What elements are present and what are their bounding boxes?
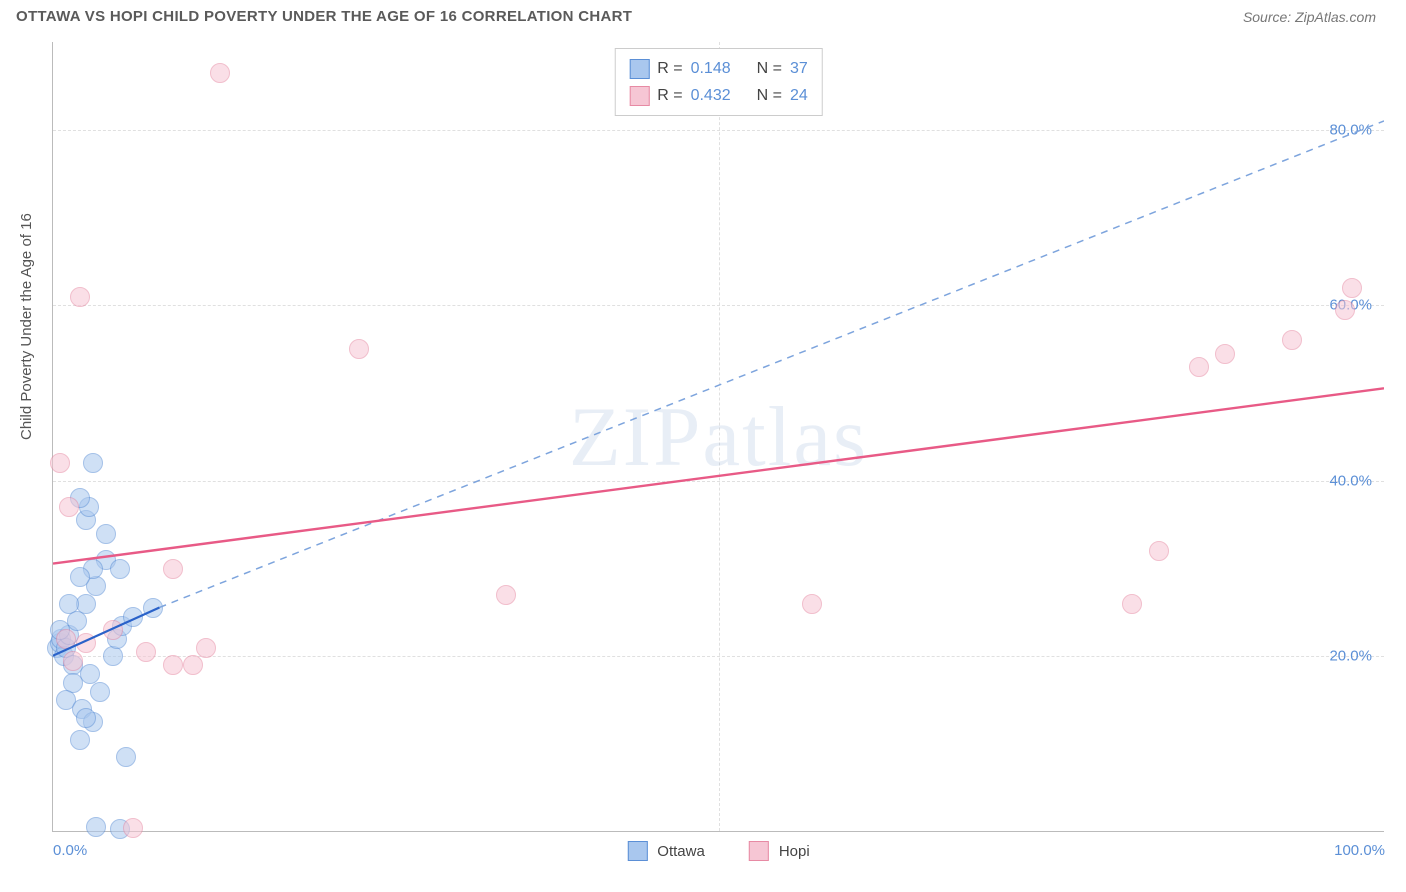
source-attribution: Source: ZipAtlas.com [1243, 9, 1376, 25]
gridline-vertical [719, 42, 720, 831]
data-point [1335, 300, 1355, 320]
n-value: 37 [790, 55, 808, 82]
data-point [83, 453, 103, 473]
legend-label: Hopi [779, 843, 810, 860]
legend-stats-row: R = 0.432 N = 24 [629, 82, 808, 109]
x-tick-label: 100.0% [1334, 842, 1385, 859]
data-point [67, 611, 87, 631]
data-point [1189, 357, 1209, 377]
data-point [76, 708, 96, 728]
legend-stats-row: R = 0.148 N = 37 [629, 55, 808, 82]
data-point [116, 747, 136, 767]
data-point [59, 497, 79, 517]
n-label: N = [757, 82, 782, 109]
data-point [96, 524, 116, 544]
data-point [802, 594, 822, 614]
y-tick-label: 40.0% [1329, 472, 1372, 489]
data-point [123, 818, 143, 838]
data-point [50, 453, 70, 473]
legend-label: Ottawa [657, 843, 705, 860]
x-tick-label: 0.0% [53, 842, 87, 859]
data-point [1342, 278, 1362, 298]
data-point [90, 682, 110, 702]
data-point [136, 642, 156, 662]
chart-header: OTTAWA VS HOPI CHILD POVERTY UNDER THE A… [0, 0, 1406, 29]
data-point [183, 655, 203, 675]
data-point [103, 646, 123, 666]
data-point [70, 287, 90, 307]
legend-item: Hopi [749, 841, 810, 861]
data-point [1149, 541, 1169, 561]
chart-plot-area: ZIPatlas 20.0%40.0%60.0%80.0%0.0%100.0%R… [52, 42, 1384, 832]
legend-item: Ottawa [627, 841, 705, 861]
data-point [76, 633, 96, 653]
r-label: R = [657, 55, 682, 82]
legend-swatch [627, 841, 647, 861]
n-value: 24 [790, 82, 808, 109]
chart-title: OTTAWA VS HOPI CHILD POVERTY UNDER THE A… [16, 8, 632, 25]
r-label: R = [657, 82, 682, 109]
data-point [1122, 594, 1142, 614]
r-value: 0.432 [691, 82, 731, 109]
y-axis-label: Child Poverty Under the Age of 16 [18, 213, 35, 440]
data-point [110, 559, 130, 579]
legend-swatch [629, 86, 649, 106]
data-point [196, 638, 216, 658]
legend-swatch [629, 59, 649, 79]
correlation-legend: R = 0.148 N = 37 R = 0.432 N = 24 [614, 48, 823, 116]
data-point [56, 629, 76, 649]
data-point [163, 655, 183, 675]
data-point [1282, 330, 1302, 350]
data-point [210, 63, 230, 83]
data-point [1215, 344, 1235, 364]
data-point [349, 339, 369, 359]
data-point [70, 567, 90, 587]
data-point [123, 607, 143, 627]
data-point [143, 598, 163, 618]
series-legend: Ottawa Hopi [627, 841, 809, 861]
legend-swatch [749, 841, 769, 861]
y-tick-label: 80.0% [1329, 121, 1372, 138]
y-tick-label: 20.0% [1329, 648, 1372, 665]
data-point [63, 651, 83, 671]
data-point [496, 585, 516, 605]
data-point [70, 730, 90, 750]
data-point [103, 620, 123, 640]
n-label: N = [757, 55, 782, 82]
data-point [86, 817, 106, 837]
data-point [163, 559, 183, 579]
r-value: 0.148 [691, 55, 731, 82]
